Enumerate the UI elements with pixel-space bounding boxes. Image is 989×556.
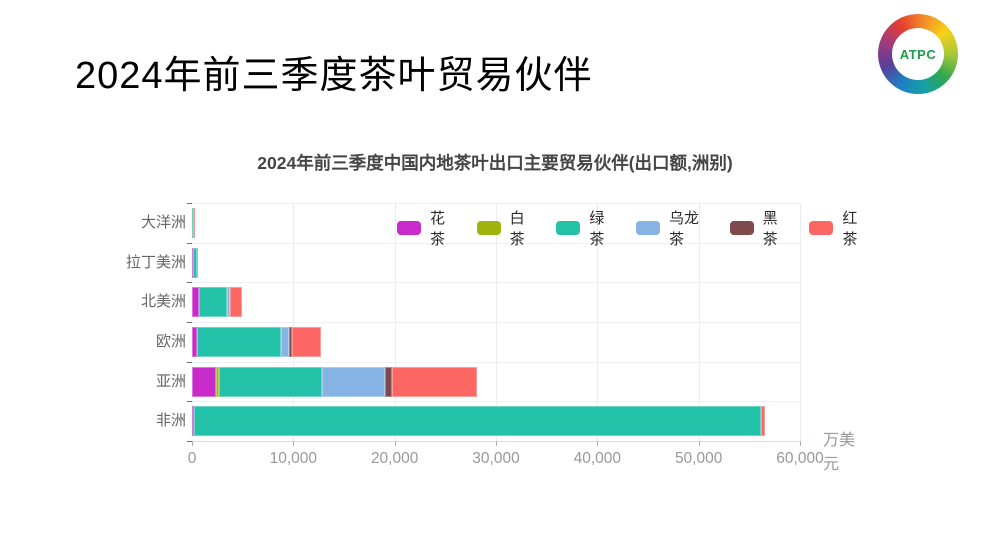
bar-segment-asia-green-tea[interactable] bbox=[219, 366, 322, 397]
atpc-logo-center: ATPC bbox=[892, 28, 944, 80]
bar-segment-asia-black-tea[interactable] bbox=[391, 366, 477, 397]
y-axis-tick bbox=[187, 282, 192, 284]
x-axis-label: 30,000 bbox=[472, 450, 520, 467]
legend-label-flower-tea: 花茶 bbox=[429, 210, 445, 248]
x-axis-label: 40,000 bbox=[573, 450, 622, 467]
legend-item-flower-tea[interactable]: 花茶 bbox=[397, 207, 458, 249]
y-axis-tick bbox=[187, 361, 192, 363]
legend-item-oolong-tea[interactable]: 乌龙茶 bbox=[636, 207, 711, 249]
x-axis-label: 60,000 bbox=[776, 450, 824, 467]
bar-segment-latin-america-green-tea[interactable] bbox=[193, 247, 197, 278]
legend-item-dark-tea[interactable]: 黑茶 bbox=[729, 207, 791, 249]
x-axis-label: 50,000 bbox=[674, 450, 723, 467]
gridline-vertical bbox=[800, 203, 801, 441]
gridline-horizontal bbox=[192, 242, 800, 244]
legend-swatch-black-tea bbox=[809, 221, 834, 235]
y-axis-tick bbox=[187, 401, 192, 403]
x-axis-label: 0 bbox=[187, 450, 197, 467]
y-axis-label-africa: 非洲 bbox=[155, 412, 186, 430]
bar-segment-north-america-black-tea[interactable] bbox=[230, 287, 242, 318]
legend-label-white-tea: 白茶 bbox=[509, 210, 525, 248]
x-axis-label: 20,000 bbox=[370, 450, 419, 467]
legend-item-white-tea[interactable]: 白茶 bbox=[476, 207, 538, 249]
legend-swatch-white-tea bbox=[476, 221, 501, 235]
chart-legend: 花茶 白茶 绿茶 乌龙茶 黑茶 红茶 bbox=[397, 207, 870, 249]
bar-segment-asia-flower-tea[interactable] bbox=[192, 366, 217, 397]
bar-segment-africa-green-tea[interactable] bbox=[194, 406, 762, 437]
gridline-horizontal bbox=[192, 203, 800, 204]
x-axis-tick bbox=[800, 441, 801, 446]
plot-area: 0 10,000 20,000 30,000 40,000 50,000 60,000 大洋洲… bbox=[126, 203, 824, 467]
bar-segment-oceania-green-tea[interactable] bbox=[192, 207, 193, 238]
bar-segment-north-america-oolong-tea[interactable] bbox=[227, 287, 231, 318]
bar-row-europe bbox=[192, 326, 800, 357]
tea-export-chart: 2024年前三季度中国内地茶叶出口主要贸易伙伴(出口额,洲别) 0 10,000 2… bbox=[126, 145, 870, 485]
bar-segment-europe-flower-tea[interactable] bbox=[192, 326, 198, 357]
bar-segment-africa-flower-tea[interactable] bbox=[192, 406, 195, 437]
y-axis-label-asia: 亚洲 bbox=[155, 372, 186, 390]
y-axis-tick bbox=[187, 441, 192, 442]
gridline-horizontal bbox=[192, 361, 800, 363]
legend-label-black-tea: 红茶 bbox=[842, 210, 858, 248]
bar-segment-europe-green-tea[interactable] bbox=[197, 326, 282, 357]
legend-item-black-tea[interactable]: 红茶 bbox=[809, 207, 870, 249]
bar-segment-africa-black-tea[interactable] bbox=[761, 406, 765, 437]
legend-label-green-tea: 绿茶 bbox=[589, 210, 605, 248]
x-axis-label: 10,000 bbox=[269, 450, 318, 467]
legend-swatch-oolong-tea bbox=[636, 221, 661, 235]
x-axis-tick bbox=[496, 441, 497, 446]
legend-swatch-flower-tea bbox=[397, 221, 421, 235]
chart-title: 2024年前三季度中国内地茶叶出口主要贸易伙伴(出口额,洲别) bbox=[257, 153, 733, 173]
x-axis-unit-label: 万美元 bbox=[823, 432, 856, 473]
bar-segment-europe-oolong-tea[interactable] bbox=[281, 326, 290, 357]
bar-row-oceania bbox=[192, 207, 800, 238]
legend-item-green-tea[interactable]: 绿茶 bbox=[556, 207, 617, 249]
bar-segment-latin-america-black-tea[interactable] bbox=[196, 247, 198, 278]
bar-row-latin-america bbox=[192, 247, 800, 278]
page-title: 2024年前三季度茶叶贸易伙伴 bbox=[75, 55, 593, 97]
bar-segment-north-america-flower-tea[interactable] bbox=[192, 287, 200, 318]
legend-label-oolong-tea: 乌龙茶 bbox=[669, 210, 700, 248]
bar-segment-latin-america-flower-tea[interactable] bbox=[192, 247, 193, 278]
bar-segment-north-america-green-tea[interactable] bbox=[199, 287, 228, 318]
x-axis-tick bbox=[394, 441, 396, 446]
atpc-logo-text: ATPC bbox=[899, 46, 937, 62]
bar-row-north-america bbox=[192, 287, 800, 318]
gridline-horizontal bbox=[192, 401, 800, 403]
bar-row-asia bbox=[192, 366, 800, 397]
bar-segment-asia-oolong-tea[interactable] bbox=[321, 366, 385, 397]
y-axis-label-oceania: 大洋洲 bbox=[140, 213, 186, 231]
legend-label-dark-tea: 黑茶 bbox=[762, 210, 778, 248]
bar-segment-asia-dark-tea[interactable] bbox=[384, 366, 392, 397]
y-axis-tick bbox=[187, 203, 192, 204]
y-axis-label-north-america: 北美洲 bbox=[140, 293, 186, 311]
x-axis-tick bbox=[698, 441, 700, 446]
atpc-logo: ATPC bbox=[878, 14, 958, 94]
y-axis-label-europe: 欧洲 bbox=[155, 332, 186, 350]
bar-segment-europe-black-tea[interactable] bbox=[292, 326, 321, 357]
y-axis-tick bbox=[187, 322, 192, 323]
x-axis-tick bbox=[293, 441, 295, 446]
bar-segment-oceania-black-tea[interactable] bbox=[193, 207, 195, 238]
x-axis-tick bbox=[192, 441, 193, 446]
bar-row-africa bbox=[192, 406, 800, 437]
gridline-horizontal bbox=[192, 322, 800, 323]
legend-swatch-dark-tea bbox=[729, 221, 754, 235]
y-axis-label-latin-america: 拉丁美洲 bbox=[125, 253, 186, 271]
y-axis-tick bbox=[187, 242, 192, 244]
x-axis-tick bbox=[597, 441, 599, 446]
gridline-horizontal bbox=[192, 282, 800, 284]
legend-swatch-green-tea bbox=[556, 221, 581, 235]
bar-segment-europe-dark-tea[interactable] bbox=[289, 326, 293, 357]
bar-segment-asia-white-tea[interactable] bbox=[216, 366, 220, 397]
